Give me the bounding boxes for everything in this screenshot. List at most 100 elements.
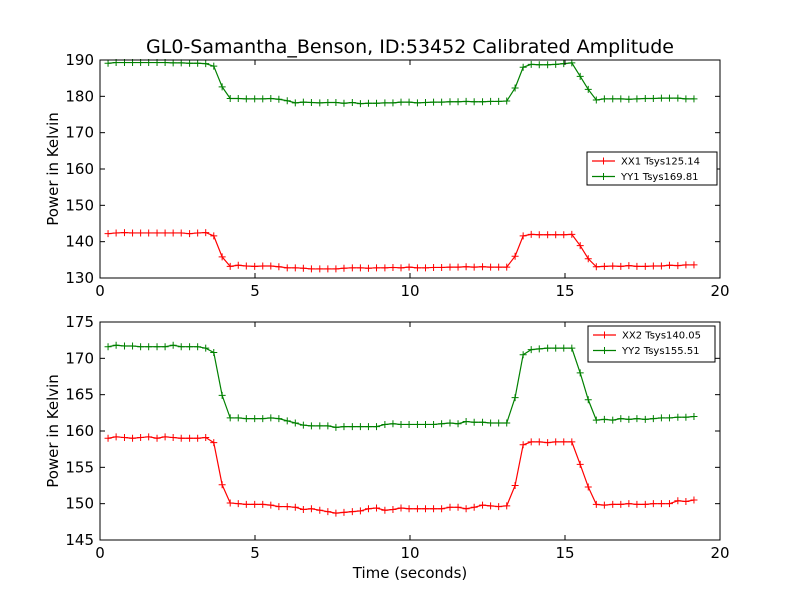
data-point	[291, 419, 299, 427]
data-point	[324, 422, 332, 430]
data-point	[527, 230, 535, 238]
data-point	[454, 503, 462, 511]
data-point	[307, 99, 315, 107]
data-point	[137, 229, 145, 237]
data-point	[641, 262, 649, 270]
data-point	[625, 500, 633, 508]
data-point	[169, 229, 177, 237]
data-point	[682, 261, 690, 269]
data-point	[413, 420, 421, 428]
data-point	[446, 263, 454, 271]
bottom-panel: 0 5 10 15 20 145 150 155 160 165 170 175 XX2 Tsys140…	[65, 313, 729, 562]
data-point	[202, 344, 210, 352]
data-point	[682, 497, 690, 505]
data-point	[470, 263, 478, 271]
data-point	[364, 264, 372, 272]
data-point	[617, 262, 625, 270]
data-point	[479, 263, 487, 271]
data-point	[552, 438, 560, 446]
data-point	[259, 500, 267, 508]
data-point	[226, 262, 234, 270]
y-tick-label: 155	[65, 458, 94, 476]
chart-title: GL0-Samantha_Benson, ID:53452 Calibrated…	[146, 36, 674, 58]
data-point	[438, 263, 446, 271]
data-point	[397, 264, 405, 272]
data-point	[479, 98, 487, 106]
data-point	[430, 420, 438, 428]
data-point	[299, 421, 307, 429]
data-point	[397, 504, 405, 512]
data-point	[470, 418, 478, 426]
y-tick-label: 190	[65, 51, 94, 69]
data-point	[479, 418, 487, 426]
data-point	[389, 420, 397, 428]
data-point	[275, 263, 283, 271]
data-point	[633, 95, 641, 103]
data-point	[535, 345, 543, 353]
data-point	[104, 59, 112, 67]
data-point	[405, 505, 413, 513]
data-point	[568, 344, 576, 352]
data-point	[511, 84, 519, 92]
data-point	[422, 99, 429, 107]
data-point	[348, 264, 356, 272]
data-point	[625, 262, 633, 270]
data-point	[592, 263, 600, 271]
data-point	[112, 433, 120, 441]
data-point	[251, 95, 259, 103]
y-tick-label: 150	[65, 196, 94, 214]
data-point	[161, 343, 169, 351]
data-point	[438, 420, 446, 428]
data-point	[657, 262, 665, 270]
data-point	[218, 83, 226, 91]
data-point	[307, 422, 315, 430]
data-point	[665, 414, 673, 422]
data-point	[169, 341, 177, 349]
data-point	[552, 231, 560, 239]
data-point	[657, 500, 665, 508]
data-point	[381, 99, 389, 107]
x-tick-label: 20	[710, 544, 729, 562]
data-point	[324, 99, 332, 107]
legend-box	[587, 325, 716, 363]
data-point	[511, 252, 519, 260]
data-point	[568, 230, 576, 238]
data-point	[340, 264, 348, 272]
data-point	[291, 264, 299, 272]
data-point	[120, 229, 128, 237]
x-tick-label: 5	[250, 544, 260, 562]
data-point	[600, 95, 608, 103]
data-point	[552, 60, 560, 68]
data-point	[633, 500, 641, 508]
data-point	[316, 99, 324, 107]
data-point	[641, 415, 649, 423]
data-point	[617, 415, 625, 423]
data-point	[324, 508, 332, 516]
y-tick-label: 180	[65, 87, 94, 105]
data-point	[356, 507, 364, 515]
data-point	[576, 72, 584, 80]
data-point	[600, 262, 608, 270]
data-point	[462, 505, 470, 513]
data-point	[625, 415, 633, 423]
data-point	[364, 423, 372, 431]
data-point	[609, 500, 617, 508]
data-point	[145, 229, 153, 237]
data-point	[242, 415, 250, 423]
data-point	[186, 59, 194, 67]
data-point	[462, 97, 470, 105]
data-point	[332, 99, 340, 107]
x-tick-label: 10	[400, 544, 419, 562]
data-point	[690, 412, 698, 420]
data-point	[194, 343, 202, 351]
data-point	[153, 343, 161, 351]
data-point	[316, 422, 324, 430]
data-point	[503, 419, 511, 427]
data-point	[307, 265, 315, 273]
data-point	[413, 264, 421, 272]
legend-box	[586, 151, 718, 186]
legend-entry-label: YY2 Tsys155.51	[621, 346, 700, 357]
data-point	[242, 262, 250, 270]
data-point	[112, 341, 120, 349]
